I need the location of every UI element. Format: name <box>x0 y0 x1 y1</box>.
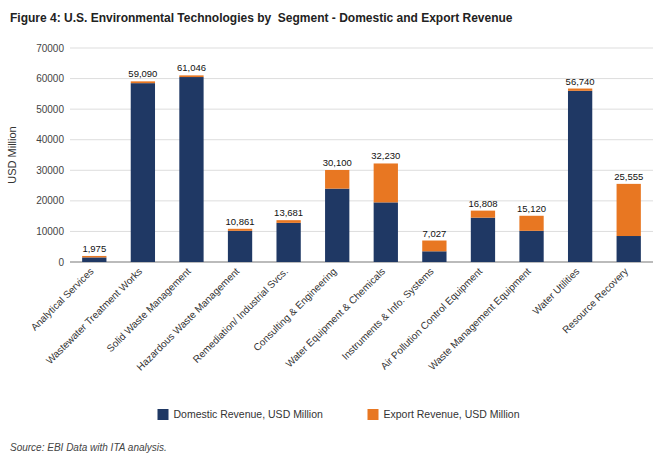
bar-segment <box>422 241 446 252</box>
grid-line <box>70 139 653 140</box>
bar-segment <box>276 223 300 262</box>
x-tick-label: Consulting & Engineering <box>251 266 339 354</box>
grid-line <box>70 170 653 171</box>
grid <box>70 48 653 262</box>
total-label: 30,100 <box>323 157 352 168</box>
legend: Domestic Revenue, USD Million Export Reve… <box>158 408 520 420</box>
x-tick-label: Waste Management Equipment <box>426 265 533 372</box>
bar-segment <box>228 229 252 231</box>
legend-swatch <box>368 409 379 420</box>
x-tick-label: Water Equipment & Chemicals <box>283 266 387 370</box>
grid-line <box>70 231 653 232</box>
bar-segment <box>131 81 155 83</box>
bar-segment <box>325 189 349 262</box>
bar-segment <box>568 89 592 91</box>
y-tick-label: 10000 <box>36 226 64 237</box>
total-label: 7,027 <box>422 228 446 239</box>
bar-segment <box>374 163 398 202</box>
total-label: 59,090 <box>128 68 157 79</box>
total-label: 16,808 <box>468 198 497 209</box>
bar-segment <box>422 251 446 262</box>
grid-line <box>70 48 653 49</box>
y-tick-label: 70000 <box>36 43 64 54</box>
grid-line <box>70 262 653 263</box>
y-tick-label: 0 <box>58 257 64 268</box>
bar-segment <box>471 218 495 262</box>
x-tick-label: Hazardous Waste Management <box>134 265 241 372</box>
bar-segment <box>131 83 155 262</box>
y-tick-label: 30000 <box>36 165 64 176</box>
bar-segment <box>617 184 641 236</box>
bar-segment <box>471 211 495 218</box>
title: Figure 4: U.S. Environmental Technologie… <box>10 11 513 25</box>
bar-segment <box>617 236 641 262</box>
total-label: 13,681 <box>274 207 303 218</box>
total-label: 56,740 <box>566 76 595 87</box>
bar-segment <box>228 231 252 262</box>
x-axis-line <box>70 262 653 263</box>
chart: Figure 4: U.S. Environmental Technologie… <box>0 0 668 461</box>
total-label: 15,120 <box>517 203 546 214</box>
total-label: 10,861 <box>226 216 255 227</box>
x-tick-label: Wastewater Treatment Works <box>44 266 145 367</box>
bar-segment <box>519 231 543 262</box>
y-tick-label: 40000 <box>36 134 64 145</box>
x-tick-label: Solid Waste Management <box>104 265 193 354</box>
y-axis-label: USD Million <box>6 126 18 183</box>
legend-entry: Domestic Revenue, USD Million <box>174 408 324 420</box>
bar-segment <box>179 77 203 262</box>
x-tick-label: Air Pollution Control Equipment <box>378 265 484 371</box>
x-tick-label: Instruments & Info. Systems <box>340 266 436 362</box>
total-label: 61,046 <box>177 62 206 73</box>
source-note: Source: EBI Data with ITA analysis. <box>10 442 167 453</box>
bar-segment <box>374 202 398 262</box>
grid-line <box>70 109 653 110</box>
x-tick-label: Water Utilities <box>530 266 581 317</box>
bar-segment <box>568 91 592 262</box>
legend-swatch <box>158 409 169 420</box>
bars <box>82 75 641 262</box>
grid-line <box>70 200 653 201</box>
total-label: 25,555 <box>614 171 643 182</box>
bar-segment <box>519 216 543 231</box>
legend-entry: Export Revenue, USD Million <box>384 408 520 420</box>
bar-segment <box>276 220 300 223</box>
total-label: 1,975 <box>82 243 106 254</box>
y-tick-label: 20000 <box>36 195 64 206</box>
bar-segment <box>179 75 203 77</box>
bar-segment <box>325 170 349 189</box>
bar-segment <box>82 256 106 257</box>
x-tick-label: Remediation/ Industrial Svcs. <box>191 266 290 365</box>
y-tick-label: 50000 <box>36 104 64 115</box>
total-label: 32,230 <box>371 150 400 161</box>
bar-segment <box>82 257 106 262</box>
x-tick-label: Resource Recovery <box>560 266 630 336</box>
y-tick-label: 60000 <box>36 73 64 84</box>
